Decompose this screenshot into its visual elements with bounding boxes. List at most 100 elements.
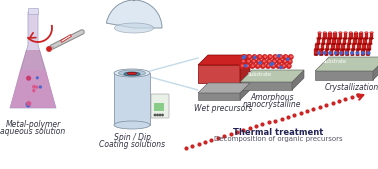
Polygon shape xyxy=(10,12,56,108)
Circle shape xyxy=(243,56,246,58)
Ellipse shape xyxy=(339,38,342,39)
Circle shape xyxy=(290,60,291,62)
Ellipse shape xyxy=(354,38,358,39)
Ellipse shape xyxy=(127,72,137,75)
Bar xyxy=(345,49,349,55)
Bar xyxy=(327,38,331,44)
Ellipse shape xyxy=(365,38,368,39)
Circle shape xyxy=(47,47,51,51)
Circle shape xyxy=(329,52,331,54)
Circle shape xyxy=(288,55,293,59)
Polygon shape xyxy=(10,70,56,108)
Polygon shape xyxy=(240,70,304,82)
Ellipse shape xyxy=(370,38,373,39)
Polygon shape xyxy=(198,65,240,83)
Ellipse shape xyxy=(345,48,349,50)
Ellipse shape xyxy=(342,37,346,39)
Ellipse shape xyxy=(336,43,340,44)
Circle shape xyxy=(259,62,261,64)
Ellipse shape xyxy=(114,121,150,129)
Polygon shape xyxy=(198,83,250,93)
Bar xyxy=(367,43,371,50)
Circle shape xyxy=(245,65,247,67)
Circle shape xyxy=(154,114,156,116)
Circle shape xyxy=(39,86,41,88)
Circle shape xyxy=(258,60,260,62)
Circle shape xyxy=(283,65,285,66)
Ellipse shape xyxy=(370,32,373,33)
Ellipse shape xyxy=(369,43,372,45)
Bar xyxy=(154,103,164,111)
Ellipse shape xyxy=(363,43,367,45)
Circle shape xyxy=(323,52,326,54)
Bar xyxy=(330,49,333,55)
Ellipse shape xyxy=(331,49,335,50)
Circle shape xyxy=(252,65,254,66)
Polygon shape xyxy=(240,83,250,100)
Ellipse shape xyxy=(321,43,324,44)
Bar xyxy=(333,32,337,39)
Circle shape xyxy=(256,59,261,64)
Ellipse shape xyxy=(341,43,345,44)
Ellipse shape xyxy=(347,49,350,50)
Bar xyxy=(359,32,363,39)
Circle shape xyxy=(279,60,280,62)
Ellipse shape xyxy=(327,37,331,39)
Circle shape xyxy=(280,66,282,69)
Ellipse shape xyxy=(338,43,341,45)
Ellipse shape xyxy=(358,43,362,45)
FancyBboxPatch shape xyxy=(151,94,169,118)
Ellipse shape xyxy=(361,48,365,50)
Circle shape xyxy=(241,59,245,64)
Bar xyxy=(354,32,358,39)
Circle shape xyxy=(367,52,370,54)
Bar xyxy=(353,38,356,44)
Ellipse shape xyxy=(321,49,324,50)
Bar xyxy=(332,38,336,44)
Circle shape xyxy=(252,55,257,59)
Ellipse shape xyxy=(367,49,371,50)
Ellipse shape xyxy=(347,43,350,44)
Ellipse shape xyxy=(335,54,339,56)
Ellipse shape xyxy=(362,43,366,44)
Text: Substrate: Substrate xyxy=(323,59,347,64)
Circle shape xyxy=(36,77,38,79)
Circle shape xyxy=(287,64,291,68)
Bar xyxy=(340,49,344,55)
Circle shape xyxy=(253,60,254,62)
Ellipse shape xyxy=(359,38,363,39)
Bar xyxy=(358,38,362,44)
Circle shape xyxy=(284,55,288,59)
Bar xyxy=(317,38,320,44)
Circle shape xyxy=(247,55,251,59)
Ellipse shape xyxy=(349,32,353,33)
Circle shape xyxy=(242,57,245,59)
Circle shape xyxy=(273,65,274,66)
Circle shape xyxy=(251,59,256,64)
Polygon shape xyxy=(315,57,378,71)
Ellipse shape xyxy=(345,54,349,56)
Polygon shape xyxy=(315,71,373,80)
Circle shape xyxy=(266,64,270,68)
Circle shape xyxy=(351,52,353,54)
Ellipse shape xyxy=(340,48,344,50)
Ellipse shape xyxy=(369,37,372,39)
Ellipse shape xyxy=(327,43,331,45)
Ellipse shape xyxy=(357,43,361,44)
Bar xyxy=(339,32,342,39)
Circle shape xyxy=(157,114,158,116)
Circle shape xyxy=(27,104,30,107)
Circle shape xyxy=(276,64,280,68)
Ellipse shape xyxy=(318,38,321,39)
Bar xyxy=(315,43,319,50)
Wedge shape xyxy=(107,0,162,28)
Circle shape xyxy=(257,65,259,66)
Circle shape xyxy=(284,60,286,62)
Polygon shape xyxy=(240,82,292,90)
Ellipse shape xyxy=(339,32,342,33)
Ellipse shape xyxy=(314,54,318,56)
Ellipse shape xyxy=(342,43,346,45)
Circle shape xyxy=(243,60,244,62)
Circle shape xyxy=(273,55,277,59)
Bar xyxy=(321,43,324,50)
